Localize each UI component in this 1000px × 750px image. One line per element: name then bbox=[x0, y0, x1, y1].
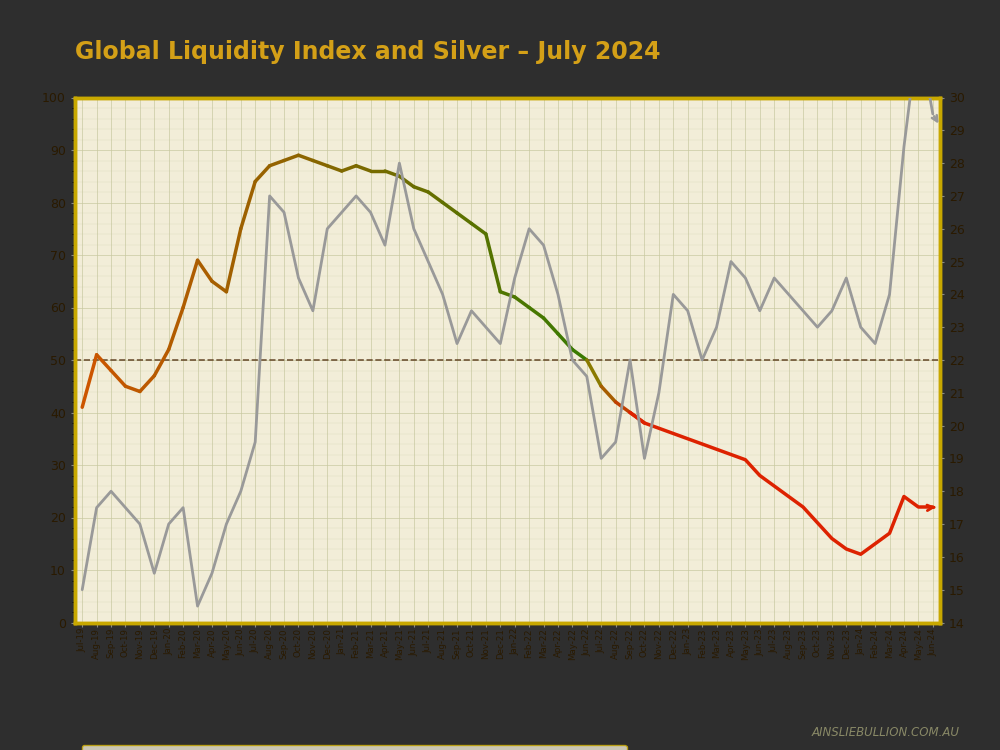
Text: AINSLIEBULLION.COM.AU: AINSLIEBULLION.COM.AU bbox=[812, 726, 960, 739]
Legend: Global Liquidity Index, Average Silver Price for the Month (USD): Global Liquidity Index, Average Silver P… bbox=[82, 745, 627, 750]
Text: Global Liquidity Index and Silver – July 2024: Global Liquidity Index and Silver – July… bbox=[75, 40, 660, 64]
